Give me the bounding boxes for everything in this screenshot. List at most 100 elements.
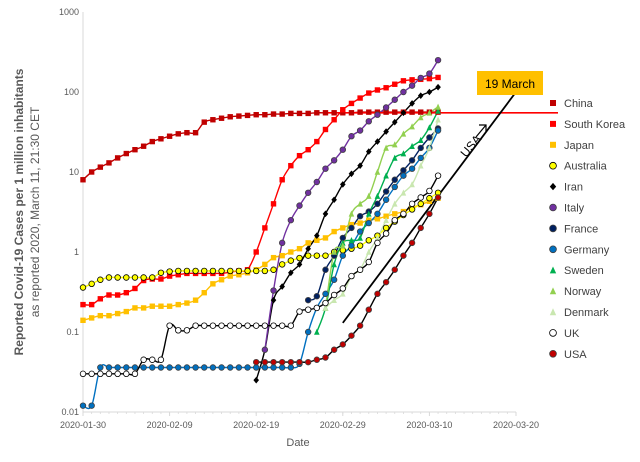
legend-marker-japan [550,141,556,148]
marker-japan [166,303,173,309]
marker-japan [114,310,121,317]
marker-germany [434,127,442,134]
marker-uk [88,370,95,378]
marker-australia [140,274,147,281]
marker-uk [348,272,355,280]
legend-label: Sweden [564,265,604,277]
marker-china [305,110,311,117]
marker-japan [357,220,363,226]
marker-usa [417,224,424,232]
marker-australia [261,267,269,275]
legend-marker-denmark [549,308,557,316]
marker-japan [175,301,181,308]
marker-germany [149,364,156,371]
marker-australia [192,267,199,275]
marker-usa [434,194,442,201]
marker-germany [261,364,269,371]
marker-italy [296,202,303,209]
marker-italy [270,287,277,294]
marker-sweden [374,192,381,199]
marker-norway [409,123,415,130]
marker-italy [400,88,407,96]
marker-australia [201,267,208,275]
marker-china [123,150,129,157]
marker-south-korea [123,289,129,296]
marker-germany [356,228,364,235]
marker-iran [365,148,372,155]
marker-denmark [400,189,407,196]
marker-germany [157,364,165,371]
legend: China South Korea Japan Australia Iran Italy F… [549,98,626,361]
marker-germany [227,364,234,371]
marker-norway [348,210,355,217]
marker-germany [408,165,416,172]
marker-australia [270,266,277,273]
marker-japan [374,216,381,222]
marker-china [175,131,181,137]
marker-usa [296,358,303,366]
marker-norway [426,109,433,116]
series-markers [79,56,442,409]
y-tick-label: 1000 [59,7,79,17]
marker-uk [313,304,321,312]
marker-germany [201,364,208,371]
marker-sweden [417,136,424,143]
marker-germany [235,364,243,371]
x-tick-label: 2020-02-29 [320,420,366,430]
legend-label: Australia [564,161,608,173]
marker-usa [304,358,312,366]
marker-china [166,133,173,139]
marker-japan [348,221,355,228]
marker-usa [339,341,346,348]
marker-uk [426,187,433,195]
marker-usa [322,354,329,361]
marker-uk [244,322,251,329]
marker-germany [304,328,312,336]
marker-france [313,293,321,300]
marker-italy [330,157,338,164]
marker-italy [278,239,286,247]
marker-iran [357,162,363,169]
marker-uk [235,322,243,329]
marker-south-korea [383,85,389,91]
marker-uk [218,322,225,329]
marker-china [314,110,320,116]
marker-south-korea [409,77,415,83]
marker-italy [426,70,433,77]
marker-china [340,110,346,116]
marker-south-korea [279,177,285,183]
marker-japan [88,315,95,321]
marker-france [400,167,407,174]
marker-germany [166,364,173,371]
marker-denmark [374,234,381,241]
legend-marker-south-korea [550,120,556,127]
marker-uk [157,356,165,363]
marker-south-korea [97,296,104,302]
marker-australia [175,267,182,275]
marker-south-korea [175,272,181,278]
marker-france [348,224,355,232]
legend-marker-france [549,224,557,233]
marker-germany [287,364,295,371]
legend-marker-uk [549,329,557,337]
marker-japan [158,303,164,309]
marker-south-korea [374,87,381,93]
marker-italy [417,74,424,82]
marker-iran [426,88,433,96]
marker-uk [408,200,416,208]
marker-france [382,188,390,195]
marker-australia [244,267,251,275]
marker-uk [374,239,381,247]
marker-china [392,109,398,115]
marker-uk [140,356,147,363]
marker-south-korea [158,276,164,282]
marker-australia [313,252,321,259]
marker-australia [88,280,95,288]
marker-australia [131,274,139,281]
marker-australia [183,267,191,275]
x-tick-label: 2020-03-10 [406,420,452,430]
marker-germany [322,290,329,298]
marker-norway [357,200,363,207]
marker-china [132,146,138,153]
